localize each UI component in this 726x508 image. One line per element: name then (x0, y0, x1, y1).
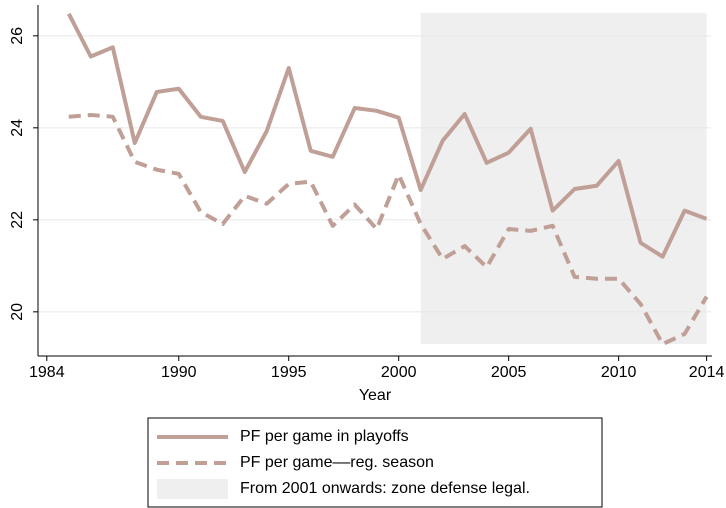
y-tick-label: 20 (9, 303, 26, 321)
x-tick-label: 1995 (271, 364, 307, 381)
shaded-region (420, 12, 707, 345)
series-line (68, 112, 709, 347)
x-tick-label: 2014 (689, 364, 725, 381)
x-tick-label: 2000 (381, 364, 417, 381)
y-tick-label: 26 (9, 27, 26, 45)
legend-label: PF per game in playoffs (240, 428, 409, 445)
legend-label: PF per game––reg. season (240, 454, 434, 471)
series-line (67, 12, 708, 259)
x-tick-label: 2010 (601, 364, 637, 381)
x-tick-label: 2005 (491, 364, 527, 381)
y-tick-label: 24 (9, 119, 26, 137)
y-tick-label: 22 (9, 211, 26, 229)
x-tick-label: 1984 (29, 364, 65, 381)
plot-area (38, 12, 711, 347)
x-axis-title: Year (359, 387, 392, 404)
legend-label: From 2001 onwards: zone defense legal. (240, 480, 530, 497)
x-tick-label: 1990 (161, 364, 197, 381)
legend-swatch (157, 479, 228, 499)
